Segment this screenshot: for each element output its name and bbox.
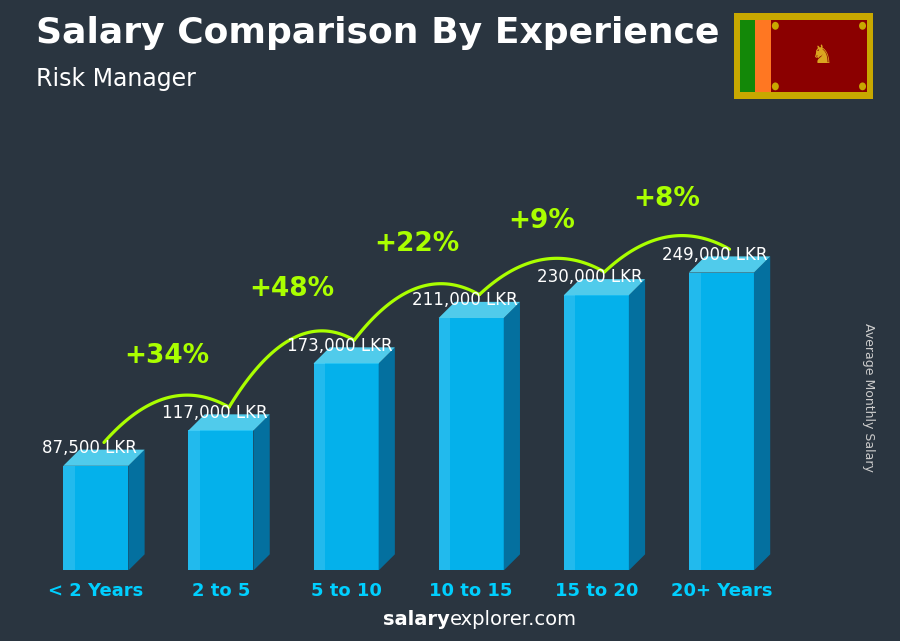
Polygon shape: [438, 302, 520, 318]
Text: +22%: +22%: [374, 231, 459, 257]
Text: salary: salary: [383, 610, 450, 629]
Text: Salary Comparison By Experience: Salary Comparison By Experience: [36, 16, 719, 50]
Polygon shape: [563, 279, 645, 296]
Polygon shape: [740, 20, 867, 92]
Text: 173,000 LKR: 173,000 LKR: [287, 337, 392, 354]
Polygon shape: [313, 363, 379, 570]
Circle shape: [772, 83, 778, 90]
Polygon shape: [688, 272, 700, 570]
Text: +48%: +48%: [249, 276, 334, 303]
Polygon shape: [188, 431, 254, 570]
Text: Average Monthly Salary: Average Monthly Salary: [862, 323, 875, 472]
Text: ♞: ♞: [811, 44, 833, 68]
Polygon shape: [313, 347, 395, 363]
Polygon shape: [438, 318, 450, 570]
Polygon shape: [188, 414, 270, 431]
Polygon shape: [63, 466, 129, 570]
Polygon shape: [188, 431, 200, 570]
Text: 249,000 LKR: 249,000 LKR: [662, 246, 768, 263]
Text: 230,000 LKR: 230,000 LKR: [537, 269, 643, 287]
Text: Risk Manager: Risk Manager: [36, 67, 196, 91]
Polygon shape: [504, 302, 520, 570]
Text: +34%: +34%: [124, 344, 209, 369]
Text: 117,000 LKR: 117,000 LKR: [162, 404, 267, 422]
Polygon shape: [734, 13, 873, 99]
Polygon shape: [379, 347, 395, 570]
Polygon shape: [563, 296, 629, 570]
Polygon shape: [754, 256, 770, 570]
Text: +9%: +9%: [508, 208, 575, 234]
Polygon shape: [740, 20, 755, 92]
Polygon shape: [129, 449, 145, 570]
Circle shape: [860, 83, 866, 90]
Text: 211,000 LKR: 211,000 LKR: [412, 291, 517, 309]
Polygon shape: [755, 20, 771, 92]
Text: explorer.com: explorer.com: [450, 610, 577, 629]
Polygon shape: [438, 318, 504, 570]
Circle shape: [772, 22, 778, 29]
Polygon shape: [254, 414, 270, 570]
Polygon shape: [629, 279, 645, 570]
Polygon shape: [563, 296, 575, 570]
Polygon shape: [63, 466, 75, 570]
Polygon shape: [63, 449, 145, 466]
Text: 87,500 LKR: 87,500 LKR: [42, 439, 137, 457]
Polygon shape: [313, 363, 325, 570]
Circle shape: [860, 22, 866, 29]
Text: +8%: +8%: [634, 185, 700, 212]
Polygon shape: [688, 256, 770, 272]
Polygon shape: [688, 272, 754, 570]
